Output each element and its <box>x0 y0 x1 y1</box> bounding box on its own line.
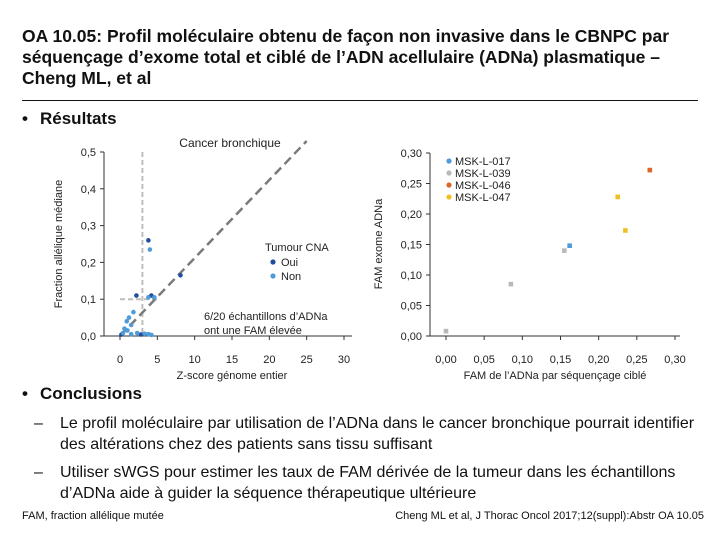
left-chart-x-tick-label: 25 <box>301 354 313 366</box>
right-chart-x-tick-label: 0,05 <box>473 354 494 366</box>
left-chart-point-non <box>134 330 140 336</box>
slide-title: OA 10.05: Profil moléculaire obtenu de f… <box>22 26 670 88</box>
left-chart-x-label: Z-score génome entier <box>177 370 288 382</box>
results-bullet: • Résultats <box>22 109 117 129</box>
right-legend-label: MSK-L-039 <box>455 168 511 180</box>
dash-glyph: – <box>34 464 43 481</box>
left-chart-title: Cancer bronchique <box>179 136 281 150</box>
left-chart-x-tick-label: 0 <box>117 354 123 366</box>
left-chart-y-tick-label: 0,5 <box>81 147 96 159</box>
right-legend-label: MSK-L-047 <box>455 192 511 204</box>
left-chart-point-oui <box>178 272 183 278</box>
left-chart-point-non <box>147 247 153 252</box>
right-chart-y-tick-label: 0,25 <box>401 179 422 191</box>
right-legend-label: MSK-L-046 <box>455 180 511 192</box>
right-chart-x-tick-label: 0,30 <box>664 354 685 366</box>
left-chart-x-tick-label: 10 <box>189 354 201 366</box>
legend-label-non: Non <box>281 271 301 283</box>
conclusions-bullet: • Conclusions <box>22 384 142 404</box>
conclusion-text-2: Utiliser sWGS pour estimer les taux de F… <box>60 464 676 502</box>
legend-marker-non <box>270 273 276 279</box>
left-chart: 0,0 0,1 0,2 0,3 0,4 0,5 0 5 10 15 20 25 30 Cancer b… <box>53 136 352 382</box>
right-chart-point-msk-l-047 <box>623 228 628 233</box>
left-chart-point-oui <box>138 332 144 337</box>
reference: Cheng ML et al, J Thorac Oncol 2017;12(s… <box>395 510 704 522</box>
right-chart-y-tick-label: 0,05 <box>401 301 422 313</box>
left-chart-x-tick-label: 20 <box>263 354 275 366</box>
left-chart-point-non <box>128 331 134 337</box>
right-chart-point-msk-l-039 <box>562 248 567 253</box>
left-chart-y-tick-label: 0,3 <box>81 221 96 233</box>
left-chart-y-tick-label: 0,1 <box>81 294 96 306</box>
conclusion-text-1: Le profil moléculaire par utilisation de… <box>60 415 695 453</box>
left-chart-point-non <box>131 309 136 315</box>
left-chart-point-non <box>125 328 130 333</box>
bullet-glyph: • <box>22 384 28 403</box>
results-heading: Résultats <box>40 109 117 128</box>
left-chart-y-tick-label: 0,0 <box>81 331 96 343</box>
right-chart-y-tick-label: 0,10 <box>401 270 422 282</box>
right-legend-marker <box>446 158 452 164</box>
right-chart: 0,00 0,05 0,10 0,15 0,20 0,25 0,30 0,00 0,05 0,1… <box>373 148 686 382</box>
right-chart-y-tick-label: 0,20 <box>401 209 422 221</box>
left-chart-point-oui <box>134 293 139 298</box>
conclusion-item-2: – Utiliser sWGS pour estimer les taux de … <box>34 462 700 504</box>
right-chart-y-label: FAM exome ADNa <box>373 198 385 289</box>
right-chart-x-tick-label: 0,00 <box>435 354 456 366</box>
right-chart-point-msk-l-046 <box>647 167 653 173</box>
right-chart-x-tick-label: 0,20 <box>588 354 609 366</box>
right-legend-label: MSK-L-017 <box>455 156 511 168</box>
legend-label-oui: Oui <box>281 257 298 269</box>
left-chart-y-label: Fraction allélique médiane <box>53 180 65 308</box>
conclusion-item-1: – Le profil moléculaire par utilisation d… <box>34 413 700 455</box>
footnote: FAM, fraction allélique mutée <box>22 510 164 522</box>
right-chart-y-tick-label: 0,00 <box>401 331 422 343</box>
left-chart-point-non <box>142 331 147 337</box>
left-chart-annotation: 6/20 échantillons d’ADNa ont une FAM éle… <box>204 311 331 337</box>
annotation-line-1: 6/20 échantillons d’ADNa <box>204 311 328 323</box>
left-chart-point-non <box>152 295 157 300</box>
right-chart-x-tick-label: 0,10 <box>512 354 533 366</box>
annotation-line-2: ont une FAM élevée <box>204 325 302 337</box>
right-legend-marker <box>446 194 452 200</box>
right-chart-x-tick-label: 0,25 <box>626 354 647 366</box>
right-chart-x-tick-label: 0,15 <box>550 354 571 366</box>
right-chart-point-msk-l-039 <box>508 281 514 287</box>
conclusions-heading: Conclusions <box>40 384 143 403</box>
left-chart-legend-title: Tumour CNA <box>265 242 329 254</box>
left-chart-point-non <box>124 318 130 324</box>
left-chart-x-tick-label: 30 <box>338 354 350 366</box>
right-chart-y-tick-label: 0,15 <box>401 240 422 252</box>
left-chart-point-non <box>120 330 126 336</box>
left-chart-point-non <box>128 322 134 328</box>
left-chart-y-tick-label: 0,4 <box>81 184 96 196</box>
right-chart-point-msk-l-039 <box>443 328 449 334</box>
right-legend-marker <box>446 182 452 188</box>
title-divider <box>22 100 698 101</box>
left-chart-point-oui <box>146 238 151 243</box>
left-chart-point-non <box>146 295 151 300</box>
left-chart-x-tick-label: 15 <box>226 354 238 366</box>
right-chart-x-label: FAM de l’ADNa par séquençage ciblé <box>464 370 647 382</box>
left-chart-point-non <box>149 332 154 338</box>
right-chart-point-msk-l-017 <box>567 243 572 249</box>
left-chart-x-tick-label: 5 <box>154 354 160 366</box>
left-chart-identity-line <box>119 140 308 337</box>
left-chart-y-tick-label: 0,2 <box>81 257 96 269</box>
right-chart-point-msk-l-047 <box>615 194 621 200</box>
left-chart-point-non <box>126 315 132 320</box>
right-legend-marker <box>446 170 452 176</box>
right-chart-y-tick-label: 0,30 <box>401 148 422 160</box>
dash-glyph: – <box>34 415 43 432</box>
legend-marker-oui <box>270 259 276 265</box>
bullet-glyph: • <box>22 109 28 128</box>
